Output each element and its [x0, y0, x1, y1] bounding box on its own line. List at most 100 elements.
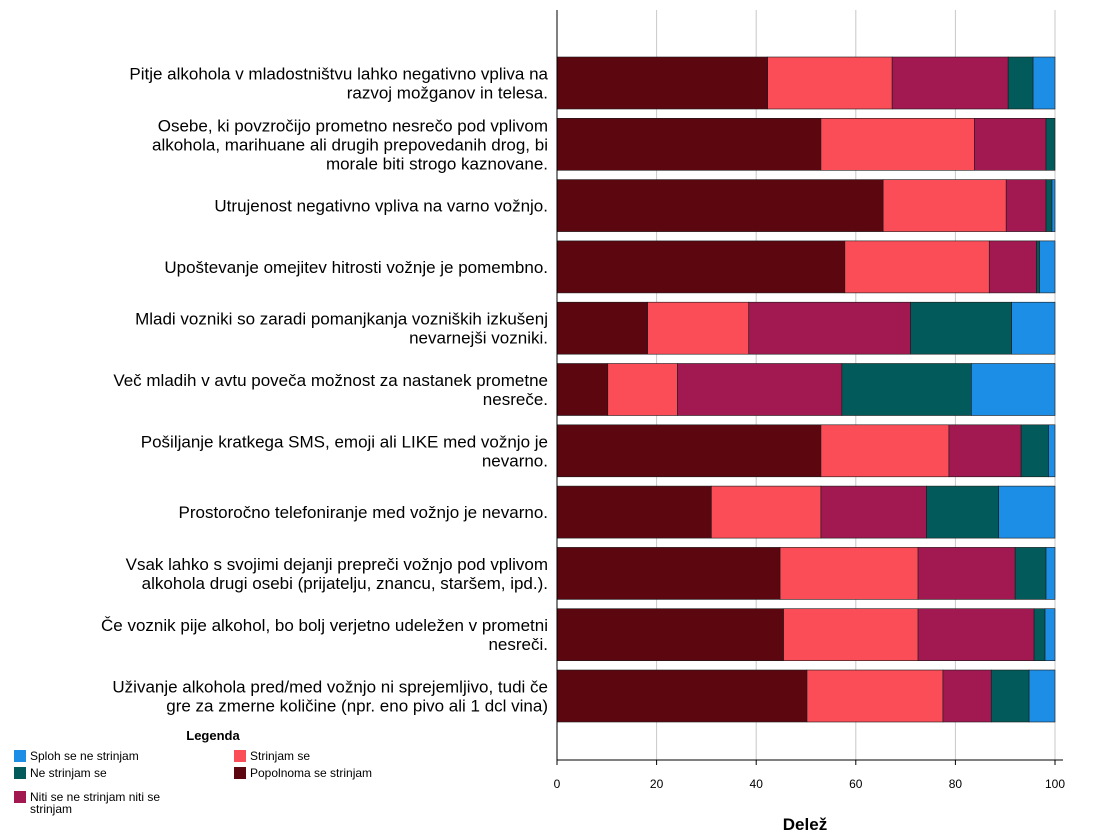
axes: [556, 10, 1063, 765]
bar-segment: [1020, 424, 1049, 478]
bars: [556, 56, 1056, 723]
bar-segment: [1033, 608, 1046, 662]
category-label: Uživanje alkohola pred/med vožnjo ni spr…: [112, 678, 548, 716]
bar-segment: [882, 179, 1007, 232]
category-label-line: Upoštevanje omejitev hitrosti vožnje je …: [164, 258, 548, 277]
bar-segment: [844, 240, 990, 294]
bar-segment: [767, 56, 893, 110]
legend-swatch: [14, 750, 26, 762]
legend-label: Ne strinjam se: [30, 766, 107, 780]
legend-label-line: Strinjam se: [250, 749, 310, 763]
bar-segment: [841, 363, 972, 416]
category-label-line: Vsak lahko s svojimi dejanji prepreči vo…: [126, 555, 548, 574]
bar-segment: [1045, 179, 1053, 232]
category-label-line: nevarnejši vozniki.: [409, 329, 548, 348]
bar-segment: [948, 424, 1022, 478]
category-label-line: Prostoročno telefoniranje med vožnjo je …: [179, 503, 549, 522]
category-label: Pošiljanje kratkega SMS, emoji ali LIKE …: [141, 432, 548, 470]
bar-segment: [783, 608, 919, 662]
bar-segment: [1039, 240, 1056, 294]
bar-segment: [556, 301, 648, 355]
legend-label: Niti se ne strinjam niti se strinjam: [30, 790, 160, 816]
category-label: Utrujenost negativno vpliva na varno vož…: [214, 197, 548, 216]
bar-segment: [910, 301, 1012, 355]
legend: Legenda Sploh se ne strinjam Strinjam se Ne…: [14, 728, 372, 816]
x-tick-label: 0: [554, 777, 561, 791]
category-label-line: alkohola drugi osebi (prijatelju, znancu…: [142, 574, 548, 593]
bar-segment: [820, 118, 975, 171]
category-label-line: nevarno.: [482, 451, 548, 470]
legend-swatch: [234, 767, 246, 779]
x-tick-labels: 0 20 40 60 80 100: [554, 777, 1066, 791]
legend-label-line: Popolnoma se strinjam: [250, 766, 372, 780]
category-label-line: Pitje alkohola v mladostništvu lahko neg…: [129, 65, 548, 84]
legend-title: Legenda: [186, 728, 240, 743]
legend-label: Sploh se ne strinjam: [30, 749, 139, 763]
bar-segment: [942, 669, 992, 723]
category-label: Osebe, ki povzročijo prometno nesrečo po…: [152, 116, 548, 173]
bar-segment: [974, 118, 1047, 171]
legend-swatch: [14, 791, 26, 803]
bar-segment: [556, 608, 784, 662]
bar-segment: [556, 179, 884, 232]
bar-segment: [917, 547, 1016, 600]
bar-segment: [926, 485, 1000, 539]
bar-segment: [998, 485, 1056, 539]
category-label: Več mladih v avtu poveča možnost za nast…: [113, 371, 548, 409]
bar-segment: [891, 56, 1009, 110]
category-label-line: Osebe, ki povzročijo prometno nesrečo po…: [158, 116, 548, 135]
bar-segment: [1044, 608, 1056, 662]
bar-segment: [556, 363, 609, 416]
legend-label-line: strinjam: [30, 802, 72, 816]
bar-segment: [1028, 669, 1056, 723]
bar-segment: [971, 363, 1056, 416]
legend-label-line: Sploh se ne strinjam: [30, 749, 139, 763]
bar-segment: [748, 301, 911, 355]
bar-segment: [1005, 179, 1047, 232]
category-label: Vsak lahko s svojimi dejanji prepreči vo…: [126, 555, 548, 593]
bar-segment: [1007, 56, 1034, 110]
x-tick-label: 60: [849, 777, 863, 791]
bar-segment: [779, 547, 919, 600]
x-axis-title: Delež: [783, 815, 827, 833]
x-tick-label: 80: [949, 777, 963, 791]
legend-label-line: Ne strinjam se: [30, 766, 107, 780]
bar-segment: [711, 485, 822, 539]
category-label: Upoštevanje omejitev hitrosti vožnje je …: [164, 258, 548, 277]
category-label: Prostoročno telefoniranje med vožnjo je …: [179, 503, 549, 522]
legend-label: Popolnoma se strinjam: [250, 766, 372, 780]
bar-segment: [806, 669, 944, 723]
category-label-line: gre za zmerne količine (npr. eno pivo al…: [166, 697, 548, 716]
bar-segment: [1045, 547, 1056, 600]
category-label-line: Več mladih v avtu poveča možnost za nast…: [113, 371, 548, 390]
category-label-line: Mladi vozniki so zaradi pomanjkanja vozn…: [135, 310, 548, 329]
category-label-line: nesreče.: [483, 390, 548, 409]
bar-segment: [988, 240, 1037, 294]
bar-segment: [556, 424, 822, 478]
bar-segment: [556, 485, 712, 539]
bar-segment: [1048, 424, 1056, 478]
bar-segment: [1032, 56, 1056, 110]
x-tick-label: 40: [750, 777, 764, 791]
bar-segment: [1051, 179, 1056, 232]
bar-segment: [820, 485, 927, 539]
bar-segment: [917, 608, 1035, 662]
legend-label-line: Niti se ne strinjam niti se: [30, 790, 160, 804]
category-label-line: alkohola, marihuane ali drugih prepoveda…: [152, 135, 548, 154]
legend-swatch: [234, 750, 246, 762]
category-label-line: morale biti strogo kaznovane.: [326, 154, 548, 173]
category-label-line: razvoj možganov in telesa.: [347, 84, 548, 103]
bar-segment: [556, 56, 768, 110]
bar-segment: [556, 547, 781, 600]
bar-segment: [556, 240, 846, 294]
bar-segment: [1014, 547, 1047, 600]
category-label-line: Utrujenost negativno vpliva na varno vož…: [214, 197, 548, 216]
bar-segment: [1036, 240, 1040, 294]
bar-segment: [556, 669, 808, 723]
legend-label: Strinjam se: [250, 749, 310, 763]
category-label-line: Uživanje alkohola pred/med vožnjo ni spr…: [112, 678, 548, 697]
bar-segment: [1011, 301, 1056, 355]
bar-segment: [990, 669, 1030, 723]
legend-swatch: [14, 767, 26, 779]
